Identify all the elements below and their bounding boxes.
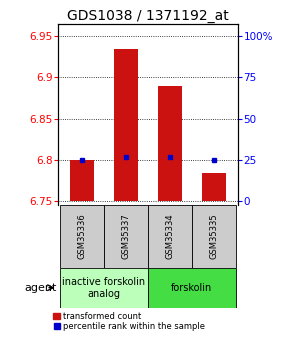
Text: inactive forskolin
analog: inactive forskolin analog bbox=[62, 277, 146, 298]
Title: GDS1038 / 1371192_at: GDS1038 / 1371192_at bbox=[67, 9, 229, 23]
Bar bbox=[60, 205, 104, 268]
Text: agent: agent bbox=[24, 283, 57, 293]
Bar bbox=[202, 174, 226, 200]
Bar bbox=[148, 205, 192, 268]
Legend: transformed count, percentile rank within the sample: transformed count, percentile rank withi… bbox=[53, 312, 205, 332]
Bar bbox=[148, 268, 235, 308]
Text: GSM35335: GSM35335 bbox=[209, 214, 218, 259]
Text: forskolin: forskolin bbox=[171, 283, 212, 293]
Bar bbox=[70, 159, 94, 200]
Bar bbox=[104, 205, 148, 268]
Text: GSM35336: GSM35336 bbox=[78, 214, 87, 259]
Text: GSM35334: GSM35334 bbox=[165, 214, 174, 259]
Bar bbox=[158, 86, 182, 200]
Text: GSM35337: GSM35337 bbox=[122, 214, 130, 259]
Bar bbox=[60, 268, 148, 308]
Bar bbox=[192, 205, 235, 268]
Bar bbox=[114, 49, 138, 200]
